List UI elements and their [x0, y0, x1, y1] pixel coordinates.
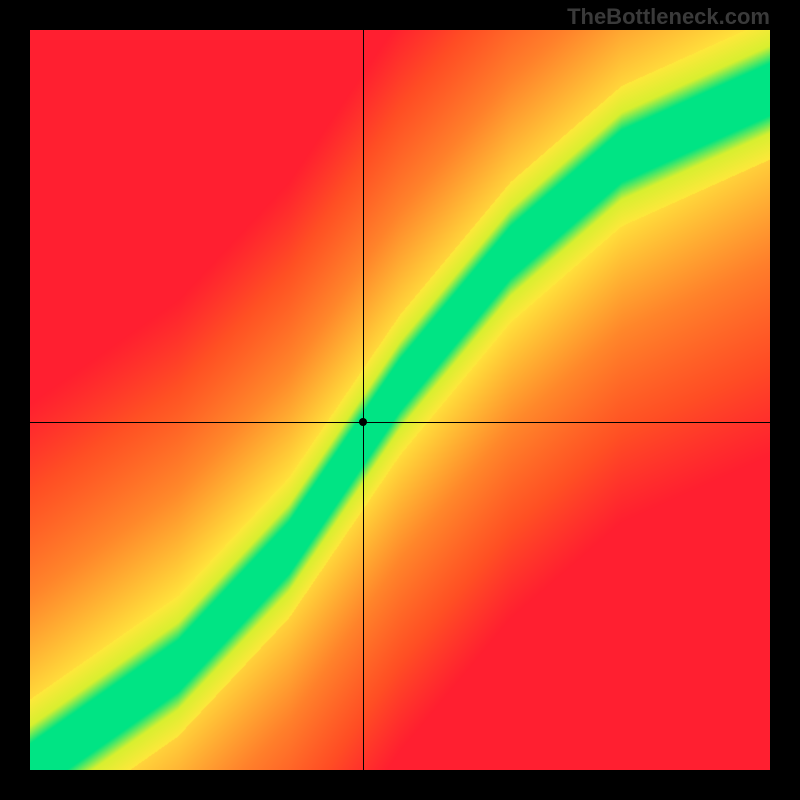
bottleneck-heatmap	[30, 30, 770, 770]
heatmap-canvas	[30, 30, 770, 770]
crosshair-horizontal	[30, 422, 770, 423]
crosshair-vertical	[363, 30, 364, 770]
crosshair-marker	[359, 418, 367, 426]
watermark-text: TheBottleneck.com	[567, 4, 770, 30]
